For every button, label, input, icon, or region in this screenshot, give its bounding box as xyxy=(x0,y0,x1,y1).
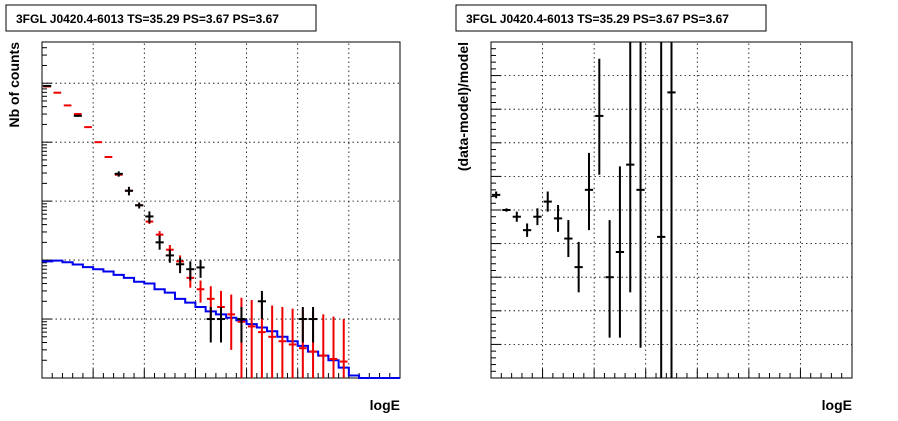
counts-grid xyxy=(42,42,400,378)
residual-marks xyxy=(492,42,676,378)
background-model-line xyxy=(42,259,400,379)
counts-title-box: 3FGL J0420.4-6013 TS=35.29 PS=3.67 PS=3.… xyxy=(5,4,317,32)
counts-xlabel: logE xyxy=(370,397,400,413)
counts-ticks xyxy=(41,41,401,379)
counts-title: 3FGL J0420.4-6013 TS=35.29 PS=3.67 PS=3.… xyxy=(16,12,279,26)
residual-ylabel: (data-model)/model xyxy=(455,42,471,171)
residual-panel: 3FGL J0420.4-6013 TS=35.29 PS=3.67 PS=3.… xyxy=(455,4,853,413)
counts-ylabel: Nb of counts xyxy=(6,42,22,128)
residual-xlabel: logE xyxy=(822,397,852,413)
residual-ticks xyxy=(490,41,853,379)
counts-panel: 3FGL J0420.4-6013 TS=35.29 PS=3.67 PS=3.… xyxy=(5,4,401,413)
counts-marks xyxy=(42,84,400,379)
residual-title-box: 3FGL J0420.4-6013 TS=35.29 PS=3.67 PS=3.… xyxy=(455,4,767,32)
residual-title: 3FGL J0420.4-6013 TS=35.29 PS=3.67 PS=3.… xyxy=(466,12,729,26)
